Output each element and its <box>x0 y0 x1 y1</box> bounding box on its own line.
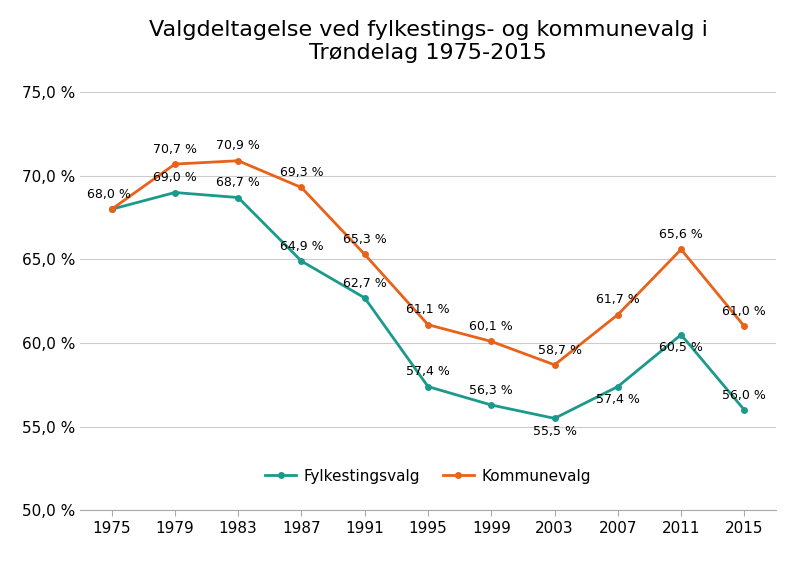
Fylkestingsvalg <box>297 258 306 264</box>
Text: 65,3 %: 65,3 % <box>343 233 386 246</box>
Kommunevalg <box>739 323 749 330</box>
Text: 58,7 %: 58,7 % <box>538 343 582 357</box>
Text: 61,0 %: 61,0 % <box>722 305 766 318</box>
Fylkestingsvalg <box>676 331 686 338</box>
Kommunevalg <box>676 246 686 253</box>
Text: 70,9 %: 70,9 % <box>216 139 260 153</box>
Kommunevalg <box>423 321 433 328</box>
Fylkestingsvalg <box>739 407 749 414</box>
Text: 61,1 %: 61,1 % <box>406 303 450 316</box>
Fylkestingsvalg <box>170 189 180 196</box>
Kommunevalg <box>360 251 370 258</box>
Text: 68,0 %: 68,0 % <box>87 188 130 201</box>
Kommunevalg <box>486 338 496 345</box>
Fylkestingsvalg <box>107 206 117 213</box>
Legend: Fylkestingsvalg, Kommunevalg: Fylkestingsvalg, Kommunevalg <box>259 462 597 490</box>
Fylkestingsvalg <box>486 401 496 408</box>
Kommunevalg <box>170 161 180 168</box>
Fylkestingsvalg <box>550 415 559 422</box>
Text: 56,0 %: 56,0 % <box>722 389 766 402</box>
Line: Kommunevalg: Kommunevalg <box>108 157 748 368</box>
Text: 69,3 %: 69,3 % <box>280 166 323 179</box>
Text: 60,5 %: 60,5 % <box>659 341 703 354</box>
Text: 61,7 %: 61,7 % <box>596 293 640 306</box>
Text: 70,7 %: 70,7 % <box>153 143 197 156</box>
Text: 69,0 %: 69,0 % <box>153 171 197 184</box>
Text: 56,3 %: 56,3 % <box>470 383 513 397</box>
Text: 57,4 %: 57,4 % <box>596 393 640 406</box>
Title: Valgdeltagelse ved fylkestings- og kommunevalg i
Trøndelag 1975-2015: Valgdeltagelse ved fylkestings- og kommu… <box>149 20 707 63</box>
Kommunevalg <box>297 184 306 191</box>
Text: 55,5 %: 55,5 % <box>533 425 577 438</box>
Text: 64,9 %: 64,9 % <box>280 240 323 253</box>
Fylkestingsvalg <box>613 383 622 390</box>
Kommunevalg <box>613 311 622 318</box>
Kommunevalg <box>234 157 243 164</box>
Line: Fylkestingsvalg: Fylkestingsvalg <box>108 189 748 422</box>
Text: 57,4 %: 57,4 % <box>406 365 450 378</box>
Text: 62,7 %: 62,7 % <box>343 277 386 289</box>
Fylkestingsvalg <box>360 295 370 302</box>
Fylkestingsvalg <box>234 194 243 201</box>
Fylkestingsvalg <box>423 383 433 390</box>
Kommunevalg <box>550 361 559 368</box>
Text: 68,7 %: 68,7 % <box>216 176 260 189</box>
Text: 60,1 %: 60,1 % <box>470 320 513 333</box>
Kommunevalg <box>107 206 117 213</box>
Text: 65,6 %: 65,6 % <box>659 228 703 241</box>
